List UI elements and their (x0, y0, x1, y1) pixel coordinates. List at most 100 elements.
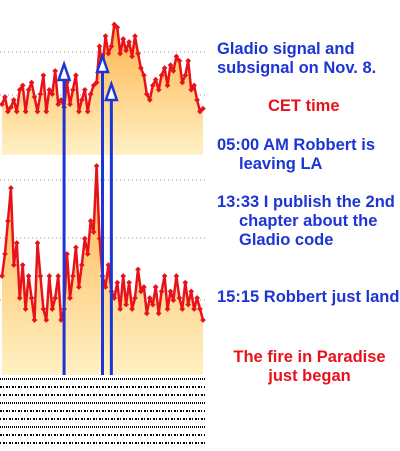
series-1-point-61 (179, 79, 186, 86)
series-2-point-48 (141, 284, 147, 290)
series-2-point-68 (200, 317, 206, 323)
series-1-point-68 (200, 105, 206, 112)
series-2-point-24 (70, 273, 76, 279)
series-1-point-62 (182, 72, 189, 79)
series-1-point-27 (78, 97, 85, 103)
series-1-point-53 (155, 86, 162, 93)
series-2-point-22 (64, 251, 70, 257)
annotation-title: Gladio signal and subsignal on Nov. 8. (217, 40, 377, 77)
series-1-point-63 (185, 57, 192, 64)
series-1-point-14 (40, 72, 47, 79)
series-1-point-65 (191, 82, 197, 89)
series-2-point-8 (22, 306, 29, 312)
series-2-point-45 (132, 295, 138, 301)
series-2-point-55 (161, 273, 168, 279)
annotation-leaving-la: 05:00 AM Robbert is leaving LA (217, 136, 376, 173)
series-2-point-12 (34, 240, 41, 246)
series-2-point-46 (135, 266, 141, 273)
series-2-point-5 (13, 240, 20, 246)
series-1-point-8 (22, 108, 29, 115)
series-1-point-9 (25, 86, 32, 93)
series-2-point-41 (120, 273, 127, 279)
series-1-point-7 (19, 82, 26, 89)
series-2-point-32 (93, 163, 100, 169)
series-2-point-42 (123, 301, 129, 308)
series-2-point-19 (55, 273, 62, 279)
series-2-point-36 (105, 262, 112, 268)
series-2-point-66 (194, 295, 200, 301)
series-1-point-54 (158, 72, 165, 79)
series-2-point-3 (8, 185, 14, 191)
series-2-point-26 (76, 284, 82, 290)
signal-chart (0, 21, 206, 444)
series-2-point-47 (138, 288, 144, 295)
series-2-point-16 (46, 273, 53, 279)
series-1-point-64 (188, 86, 195, 93)
series-2-point-9 (25, 273, 32, 279)
series-2-point-62 (182, 279, 189, 286)
series-2-point-65 (191, 306, 197, 312)
series-1-point-33 (96, 43, 103, 50)
series-2-point-57 (167, 288, 174, 295)
series-1-point-32 (93, 79, 100, 86)
series-2-point-38 (111, 295, 118, 301)
series-2-point-25 (73, 244, 79, 251)
series-2-point-28 (81, 235, 88, 242)
series-2-point-67 (197, 306, 203, 312)
series-2-point-61 (179, 306, 186, 312)
series-1-point-41 (120, 36, 127, 42)
series-1-point-28 (81, 86, 88, 93)
series-2-point-31 (90, 229, 97, 235)
series-2-point-40 (117, 306, 124, 312)
series-2-point-49 (143, 310, 150, 317)
series-2-point-63 (185, 301, 192, 308)
series-1-point-48 (141, 72, 147, 79)
series-2-point-51 (149, 301, 156, 308)
series-1-point-67 (197, 108, 203, 115)
series-1-point-58 (170, 68, 177, 74)
series-2-point-44 (129, 306, 135, 312)
series-1-point-24 (70, 86, 76, 93)
series-1-point-66 (194, 97, 200, 103)
series-2-point-35 (102, 284, 109, 290)
series-1-point-39 (114, 24, 121, 31)
event-arrow-1 (56, 60, 72, 375)
series-1-point-52 (152, 76, 159, 83)
series-1-point-30 (87, 91, 94, 97)
series-1-point-6 (16, 86, 23, 93)
series-2-point-43 (126, 279, 132, 286)
series-2-point-29 (84, 251, 91, 257)
annotation-publish-chapter: 13:33 I publish the 2nd chapter about th… (217, 193, 395, 249)
series-2-point-10 (28, 295, 35, 301)
series-2-point-50 (146, 295, 153, 301)
series-2-point-6 (16, 295, 23, 301)
event-arrow-2 (95, 52, 110, 375)
series-1-point-38 (111, 21, 118, 28)
series-2-area (2, 166, 203, 375)
series-1-point-51 (149, 82, 156, 89)
series-1-point-23 (67, 101, 73, 108)
series-1-point-47 (138, 65, 144, 71)
series-1-point-31 (90, 82, 97, 89)
series-1-point-25 (73, 72, 79, 79)
series-1-point-55 (161, 65, 168, 71)
series-2-point-27 (78, 262, 85, 268)
series-1-point-45 (132, 33, 138, 39)
series-2-point-33 (96, 235, 103, 242)
series-1-point-26 (76, 108, 82, 115)
series-2-point-60 (176, 295, 183, 301)
series-1-point-29 (84, 108, 91, 115)
series-2-point-30 (87, 218, 94, 224)
series-2-point-23 (67, 295, 73, 301)
series-1-point-49 (143, 91, 150, 97)
series-2-point-52 (152, 284, 159, 290)
series-2-point-53 (155, 310, 162, 317)
series-2-point-7 (19, 262, 26, 268)
series-1-point-56 (164, 82, 171, 89)
series-1-point-35 (102, 33, 109, 39)
series-1-point-18 (52, 68, 59, 74)
annotation-landed: 15:15 Robbert just landed (217, 288, 400, 306)
series-2-point-64 (188, 288, 195, 295)
event-arrow-3 (104, 80, 119, 375)
series-2-point-59 (173, 273, 180, 279)
